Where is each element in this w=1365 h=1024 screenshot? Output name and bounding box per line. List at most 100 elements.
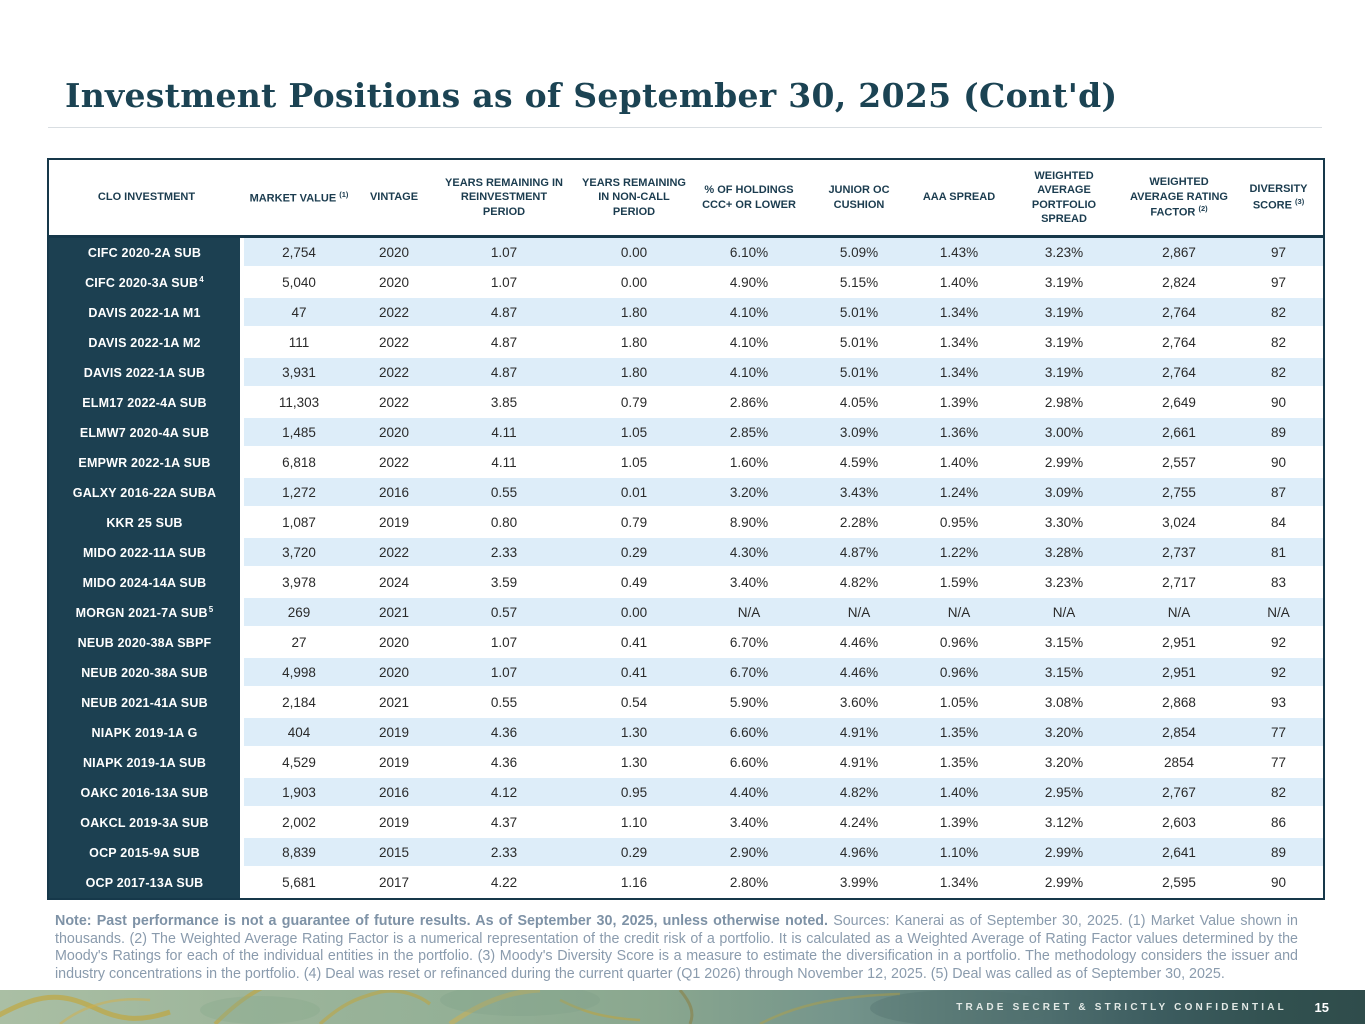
table-cell: 0.29 — [574, 538, 694, 568]
table-cell: 1.22% — [914, 538, 1004, 568]
table-cell: 1.05% — [914, 688, 1004, 718]
footnote-regular: Sources: Kanerai as of September 30, 202… — [55, 913, 1298, 983]
row-name-cell: GALXY 2016-22A SUBA — [49, 478, 244, 508]
table-cell: N/A — [1004, 598, 1124, 628]
footnote: Note: Past performance is not a guarante… — [55, 913, 1298, 983]
table-cell: 4.87% — [804, 538, 914, 568]
table-cell: 89 — [1234, 838, 1323, 868]
table-cell: 1.80 — [574, 328, 694, 358]
table-cell: 1.80 — [574, 298, 694, 328]
table-cell: 2.33 — [434, 538, 574, 568]
table-cell: 4.37 — [434, 808, 574, 838]
table-cell: 2022 — [354, 448, 434, 478]
table-cell: 2.85% — [694, 418, 804, 448]
table-cell: 2,002 — [244, 808, 354, 838]
table-cell: 77 — [1234, 718, 1323, 748]
row-name-cell: OCP 2015-9A SUB — [49, 838, 244, 868]
table-cell: 1.60% — [694, 448, 804, 478]
gold-vein-decoration — [0, 990, 1050, 1024]
table-row: OCP 2017-13A SUB 5,681 2017 4.22 1.16 2.80% 3.… — [49, 868, 1323, 898]
table-header-row: CLO INVESTMENT MARKET VALUE (1) VINTAGE YEA… — [49, 160, 1323, 238]
table-cell: 2,661 — [1124, 418, 1234, 448]
table-cell: 1.40% — [914, 268, 1004, 298]
table-cell: 2015 — [354, 838, 434, 868]
table-cell: 2,557 — [1124, 448, 1234, 478]
table-cell: 5.90% — [694, 688, 804, 718]
table-cell: 2,951 — [1124, 628, 1234, 658]
table-cell: 2020 — [354, 418, 434, 448]
table-cell: 2019 — [354, 748, 434, 778]
table-row: OAKC 2016-13A SUB 1,903 2016 4.12 0.95 4.40% 4… — [49, 778, 1323, 808]
table-cell: 97 — [1234, 238, 1323, 268]
row-name-cell: NEUB 2020-38A SBPF — [49, 628, 244, 658]
table-cell: 92 — [1234, 658, 1323, 688]
table-cell: 2.98% — [1004, 388, 1124, 418]
table-cell: 5,040 — [244, 268, 354, 298]
table-cell: 0.96% — [914, 628, 1004, 658]
table-cell: 1.30 — [574, 748, 694, 778]
table-cell: 4.91% — [804, 718, 914, 748]
table-cell: 5.01% — [804, 358, 914, 388]
table-cell: 3,024 — [1124, 508, 1234, 538]
row-name-cell: CIFC 2020-3A SUB4 — [49, 268, 244, 298]
table-row: ELM17 2022-4A SUB 11,303 2022 3.85 0.79 2.86%… — [49, 388, 1323, 418]
table-cell: 1.07 — [434, 628, 574, 658]
table-cell: 2020 — [354, 238, 434, 268]
table-cell: 6.70% — [694, 628, 804, 658]
table-cell: 0.96% — [914, 658, 1004, 688]
table-cell: 2022 — [354, 328, 434, 358]
table-cell: 2022 — [354, 298, 434, 328]
table-cell: 1.10% — [914, 838, 1004, 868]
table-cell: 3.20% — [694, 478, 804, 508]
table-cell: 6.70% — [694, 658, 804, 688]
table-cell: 1.30 — [574, 718, 694, 748]
row-name-cell: KKR 25 SUB — [49, 508, 244, 538]
table-cell: 2.80% — [694, 868, 804, 898]
table-cell: 3.19% — [1004, 298, 1124, 328]
table-cell: 2,184 — [244, 688, 354, 718]
table-cell: 3.43% — [804, 478, 914, 508]
table-cell: 2019 — [354, 808, 434, 838]
table-cell: 4.12 — [434, 778, 574, 808]
table-cell: 1.05 — [574, 418, 694, 448]
table-cell: 1,903 — [244, 778, 354, 808]
table-cell: 77 — [1234, 748, 1323, 778]
table-cell: 4.11 — [434, 448, 574, 478]
table-cell: 2,854 — [1124, 718, 1234, 748]
table-cell: 6.10% — [694, 238, 804, 268]
confidential-label: TRADE SECRET & STRICTLY CONFIDENTIAL — [956, 1001, 1287, 1013]
table-cell: 4.46% — [804, 658, 914, 688]
table-cell: 3.59 — [434, 568, 574, 598]
table-cell: 4.87 — [434, 328, 574, 358]
table-cell: 4.59% — [804, 448, 914, 478]
table-row: MIDO 2022-11A SUB 3,720 2022 2.33 0.29 4.30% 4… — [49, 538, 1323, 568]
table-cell: 1,087 — [244, 508, 354, 538]
column-header: YEARS REMAINING IN REINVESTMENT PERIOD — [445, 177, 563, 218]
table-cell: 4.10% — [694, 298, 804, 328]
table-cell: 0.00 — [574, 238, 694, 268]
table-cell: N/A — [694, 598, 804, 628]
table-row: NIAPK 2019-1A G 404 2019 4.36 1.30 6.60% 4.91%… — [49, 718, 1323, 748]
table-cell: 2020 — [354, 628, 434, 658]
column-header: WEIGHTED AVERAGE RATING FACTOR (2) — [1130, 176, 1228, 219]
table-cell: 6.60% — [694, 718, 804, 748]
column-header: AAA SPREAD — [922, 191, 996, 204]
table-cell: 2.33 — [434, 838, 574, 868]
table-cell: 3.19% — [1004, 358, 1124, 388]
table-cell: 4.11 — [434, 418, 574, 448]
table-cell: 1.34% — [914, 328, 1004, 358]
table-cell: N/A — [914, 598, 1004, 628]
table-cell: 2021 — [354, 598, 434, 628]
table-cell: 8,839 — [244, 838, 354, 868]
table-cell: 0.00 — [574, 268, 694, 298]
column-header: JUNIOR OC CUSHION — [828, 184, 890, 211]
table-row: CIFC 2020-3A SUB4 5,040 2020 1.07 0.00 4.90% 5… — [49, 268, 1323, 298]
row-name-cell: NEUB 2021-41A SUB — [49, 688, 244, 718]
table-cell: 3,978 — [244, 568, 354, 598]
table-cell: 5,681 — [244, 868, 354, 898]
table-cell: 1.34% — [914, 298, 1004, 328]
footer-strip: TRADE SECRET & STRICTLY CONFIDENTIAL 15 — [0, 990, 1365, 1024]
column-header: MARKET VALUE (1) — [249, 189, 349, 205]
row-name-cell: OAKC 2016-13A SUB — [49, 778, 244, 808]
